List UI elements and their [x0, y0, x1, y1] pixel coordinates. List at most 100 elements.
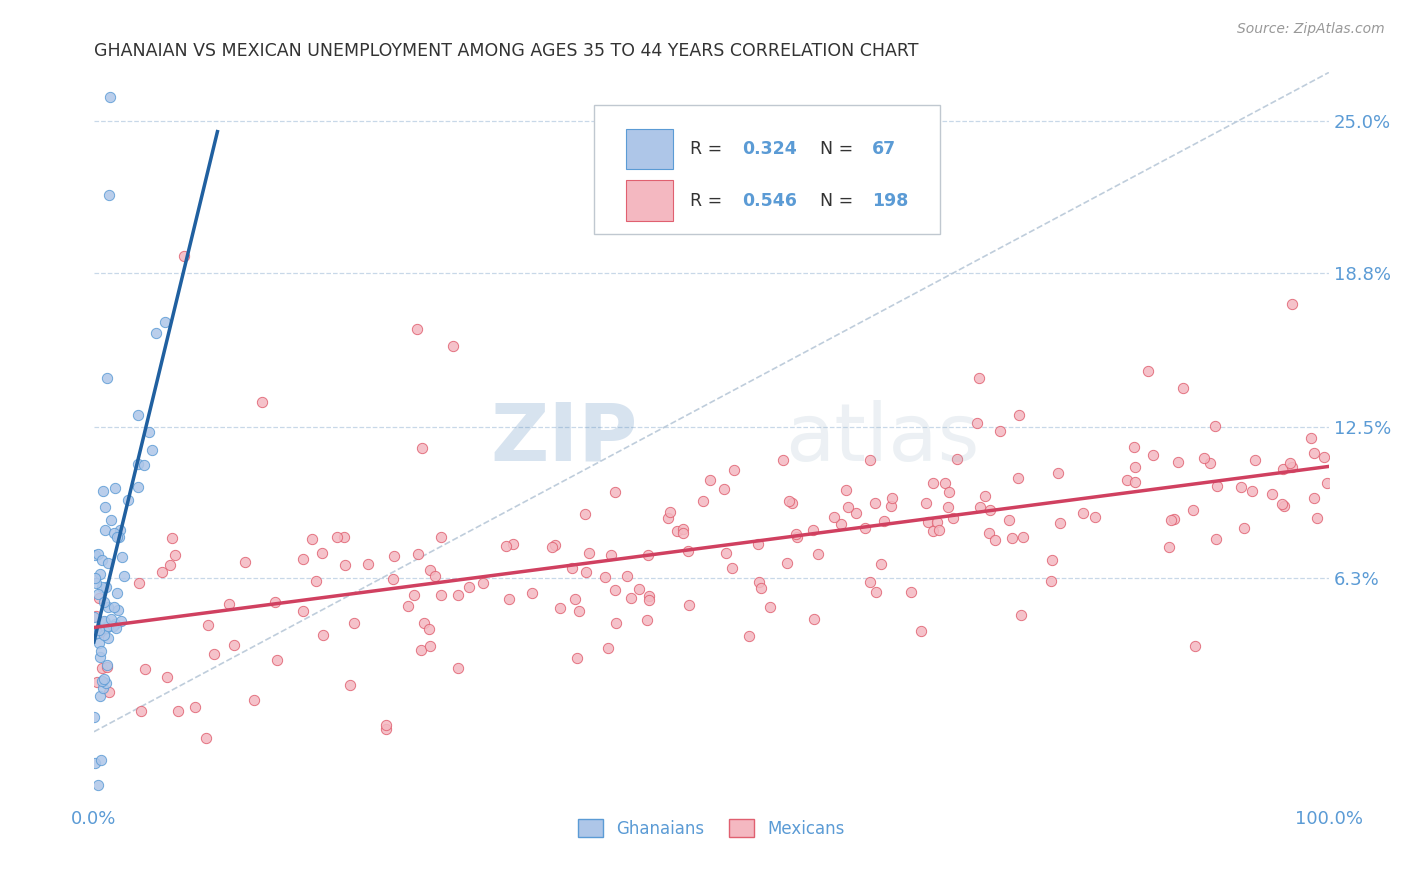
- Point: [785, 527, 807, 541]
- Point: [218, 597, 240, 611]
- Point: [291, 604, 314, 618]
- Point: [94, 500, 117, 515]
- Point: [93, 672, 115, 686]
- Point: [375, 717, 398, 731]
- Point: [880, 499, 903, 513]
- Point: [574, 507, 596, 521]
- Point: [411, 441, 433, 455]
- Point: [87, 778, 110, 792]
- Point: [458, 580, 481, 594]
- Point: [419, 639, 441, 653]
- Point: [382, 549, 405, 563]
- Point: [638, 589, 661, 603]
- Point: [1182, 503, 1205, 517]
- Point: [84, 571, 107, 585]
- Point: [184, 699, 207, 714]
- Point: [713, 482, 735, 496]
- Point: [83, 610, 105, 624]
- Point: [87, 547, 110, 561]
- Point: [605, 615, 627, 630]
- Point: [495, 539, 517, 553]
- Point: [676, 543, 699, 558]
- Point: [845, 507, 868, 521]
- Point: [778, 493, 800, 508]
- Point: [89, 689, 111, 703]
- Point: [1084, 510, 1107, 524]
- Point: [550, 601, 572, 615]
- Point: [443, 339, 465, 353]
- Point: [1142, 448, 1164, 462]
- Point: [830, 517, 852, 532]
- Point: [1123, 459, 1146, 474]
- Point: [264, 595, 287, 609]
- Text: 0.546: 0.546: [742, 192, 797, 210]
- Text: R =: R =: [690, 140, 728, 159]
- Point: [657, 511, 679, 525]
- Point: [90, 661, 112, 675]
- Point: [83, 710, 105, 724]
- Point: [1301, 431, 1323, 445]
- Point: [979, 503, 1001, 517]
- Point: [628, 582, 651, 597]
- Point: [1206, 479, 1229, 493]
- Text: 0.324: 0.324: [742, 140, 797, 159]
- Point: [84, 625, 107, 640]
- Point: [1012, 530, 1035, 544]
- Point: [1046, 466, 1069, 480]
- Point: [934, 476, 956, 491]
- Point: [1271, 462, 1294, 476]
- Point: [1071, 506, 1094, 520]
- Point: [91, 553, 114, 567]
- Point: [1157, 540, 1180, 554]
- Point: [984, 533, 1007, 548]
- Point: [922, 524, 945, 538]
- Point: [616, 569, 638, 583]
- FancyBboxPatch shape: [595, 105, 939, 234]
- Point: [93, 619, 115, 633]
- Point: [84, 548, 107, 562]
- Point: [423, 568, 446, 582]
- Point: [917, 515, 939, 529]
- Point: [98, 684, 121, 698]
- Point: [165, 548, 187, 562]
- Point: [659, 505, 682, 519]
- Point: [1167, 454, 1189, 468]
- Point: [98, 90, 121, 104]
- Point: [97, 619, 120, 633]
- Point: [541, 541, 564, 555]
- Point: [1171, 381, 1194, 395]
- Text: Source: ZipAtlas.com: Source: ZipAtlas.com: [1237, 22, 1385, 37]
- Point: [748, 575, 770, 590]
- Point: [1302, 491, 1324, 505]
- Point: [129, 704, 152, 718]
- Point: [419, 562, 441, 576]
- Point: [564, 592, 586, 607]
- FancyBboxPatch shape: [626, 180, 673, 221]
- Text: GHANAIAN VS MEXICAN UNEMPLOYMENT AMONG AGES 35 TO 44 YEARS CORRELATION CHART: GHANAIAN VS MEXICAN UNEMPLOYMENT AMONG A…: [94, 42, 918, 60]
- Point: [1184, 639, 1206, 653]
- Point: [86, 626, 108, 640]
- Point: [561, 560, 583, 574]
- Point: [96, 621, 118, 635]
- Point: [94, 580, 117, 594]
- Point: [150, 566, 173, 580]
- Point: [973, 489, 995, 503]
- Point: [966, 416, 988, 430]
- Point: [101, 619, 124, 633]
- Point: [312, 628, 335, 642]
- Point: [665, 524, 688, 538]
- Text: atlas: atlas: [786, 400, 980, 478]
- Point: [91, 681, 114, 696]
- Point: [1302, 445, 1324, 459]
- Point: [335, 558, 357, 573]
- Point: [870, 558, 893, 572]
- FancyBboxPatch shape: [626, 129, 673, 169]
- Point: [1261, 487, 1284, 501]
- Point: [749, 581, 772, 595]
- Point: [1123, 440, 1146, 454]
- Point: [195, 731, 218, 746]
- Point: [620, 591, 643, 606]
- Text: 67: 67: [872, 140, 896, 159]
- Point: [699, 473, 721, 487]
- Point: [127, 457, 149, 471]
